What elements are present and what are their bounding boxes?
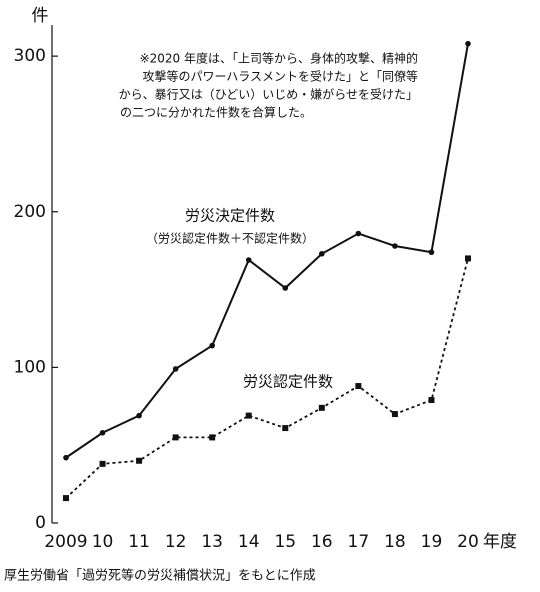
x-tick-label: 15 bbox=[274, 532, 296, 552]
x-tick-label: 14 bbox=[238, 532, 260, 552]
x-tick-label: 17 bbox=[348, 532, 370, 552]
point bbox=[282, 425, 289, 432]
point bbox=[245, 257, 252, 263]
y-tick-label: 0 bbox=[35, 513, 46, 533]
point bbox=[428, 397, 435, 404]
source: 厚生労働省「過労死等の労災補償状況」をもとに作成 bbox=[4, 568, 316, 584]
annotation: 攻撃等のパワーハラスメントを受けた」と「同僚等 bbox=[142, 69, 418, 84]
x-tick-label: 10 bbox=[92, 532, 114, 552]
point bbox=[136, 457, 143, 464]
point bbox=[172, 434, 179, 441]
y-tick-label: 100 bbox=[14, 357, 46, 377]
point bbox=[63, 454, 69, 461]
point bbox=[245, 412, 252, 419]
point bbox=[319, 250, 325, 257]
series-line bbox=[65, 258, 469, 499]
x-tick-label: 16 bbox=[311, 532, 333, 552]
annotation: から、暴行又は（ひどい）いじめ・嫌がらせを受けた」 bbox=[119, 87, 418, 102]
point bbox=[136, 412, 142, 419]
point bbox=[318, 404, 325, 411]
point bbox=[282, 285, 289, 291]
x-tick-label: 12 bbox=[165, 532, 187, 552]
y-tick-label: 200 bbox=[14, 202, 46, 222]
point bbox=[465, 40, 471, 47]
y-unit: 件 bbox=[32, 6, 49, 26]
point bbox=[63, 495, 69, 502]
x-tick-label: 13 bbox=[201, 532, 223, 552]
x-tick-label: 18 bbox=[384, 532, 406, 552]
point bbox=[392, 243, 398, 249]
series-sublabel: （労災認定件数＋不認定件数） bbox=[146, 231, 314, 246]
x-unit: 年度 bbox=[483, 532, 517, 552]
point bbox=[172, 366, 179, 372]
point bbox=[428, 249, 435, 256]
series-label: 労災決定件数 bbox=[185, 207, 275, 225]
point bbox=[355, 383, 362, 390]
x-tick-label: 19 bbox=[421, 532, 443, 552]
y-tick-label: 300 bbox=[14, 46, 46, 66]
point bbox=[99, 429, 106, 436]
point bbox=[391, 411, 398, 418]
point bbox=[209, 342, 215, 349]
series-label: 労災認定件数 bbox=[243, 373, 333, 391]
annotation: ※2020 年度は、「上司等から、身体的攻撃、精神的 bbox=[140, 51, 418, 66]
point bbox=[465, 255, 471, 262]
point bbox=[209, 434, 216, 441]
point bbox=[355, 230, 362, 237]
series-line bbox=[65, 43, 469, 459]
annotation: の二つに分かれた件数を合算した。 bbox=[120, 105, 312, 120]
x-tick-label: 11 bbox=[128, 532, 150, 552]
x-tick-label: 20 bbox=[457, 532, 479, 552]
point bbox=[99, 460, 106, 467]
x-tick-label: 2009 bbox=[44, 532, 87, 552]
